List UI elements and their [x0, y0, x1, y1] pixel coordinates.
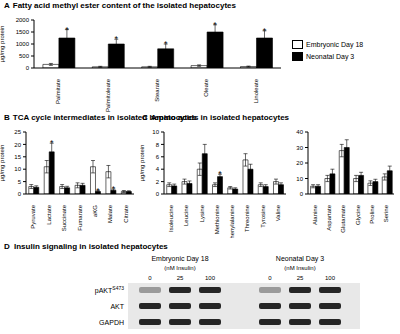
svg-text:1500: 1500: [16, 29, 30, 35]
svg-text:Oleate: Oleate: [203, 78, 209, 96]
svg-text:25: 25: [177, 275, 184, 281]
svg-text:Lactate: Lactate: [46, 204, 52, 224]
svg-text:10: 10: [296, 176, 303, 182]
svg-text:Valine: Valine: [275, 204, 281, 221]
svg-text:*: *: [96, 186, 100, 196]
svg-text:GAPDH: GAPDH: [99, 319, 124, 326]
svg-text:Glutamate: Glutamate: [340, 204, 346, 232]
svg-text:Citrate: Citrate: [123, 204, 129, 222]
svg-text:Lysine: Lysine: [199, 204, 205, 222]
svg-text:30: 30: [296, 145, 303, 151]
svg-text:6: 6: [156, 154, 160, 160]
svg-text:*: *: [65, 25, 69, 35]
svg-text:Methionine: Methionine: [214, 204, 220, 234]
html-text:C Amino acids in isolated hepa: C Amino acids in isolated hepatocytes: [142, 113, 289, 122]
svg-text:Stearate: Stearate: [154, 78, 160, 101]
svg-text:15: 15: [14, 154, 21, 160]
svg-text:Aspartate: Aspartate: [326, 204, 332, 230]
svg-text:Leucine: Leucine: [183, 204, 189, 226]
svg-text:0: 0: [18, 191, 22, 197]
svg-text:Glycine: Glycine: [355, 204, 361, 225]
svg-text:Threonine: Threonine: [244, 204, 250, 232]
svg-text:Alanine: Alanine: [312, 204, 318, 225]
svg-text:25: 25: [14, 129, 21, 135]
svg-text:2000: 2000: [16, 17, 30, 23]
svg-text:*: *: [164, 39, 168, 49]
svg-text:0: 0: [300, 191, 304, 197]
svg-text:Embryonic Day 18: Embryonic Day 18: [151, 255, 208, 263]
svg-text:AKT: AKT: [110, 303, 124, 310]
svg-text:0: 0: [26, 65, 30, 71]
svg-text:Proline: Proline: [369, 204, 375, 223]
svg-text:(nM Insulin): (nM Insulin): [284, 265, 315, 271]
svg-text:Phenylalanine: Phenylalanine: [229, 204, 235, 238]
svg-text:0: 0: [156, 191, 160, 197]
svg-text:25: 25: [297, 275, 304, 281]
svg-text:10: 10: [152, 129, 159, 135]
svg-text:*: *: [115, 34, 119, 44]
svg-text:Serine: Serine: [383, 204, 389, 222]
svg-text:1000: 1000: [16, 41, 30, 47]
html-text:A Fatty acid methyl ester cont: A Fatty acid methyl ester content of the…: [4, 1, 236, 10]
svg-text:Malate: Malate: [107, 204, 113, 223]
svg-text:Palmitate: Palmitate: [55, 78, 61, 104]
svg-text:*: *: [112, 184, 116, 194]
svg-text:*: *: [213, 20, 217, 30]
svg-text:*: *: [218, 169, 222, 179]
html-text:Neonatal Day 3: Neonatal Day 3: [306, 53, 355, 60]
svg-text:D: D: [8, 242, 10, 251]
svg-text:100: 100: [205, 275, 216, 281]
svg-text:Linoleate: Linoleate: [253, 78, 259, 103]
svg-text:*: *: [50, 138, 54, 148]
svg-text:8: 8: [156, 142, 160, 148]
svg-text:Neonatal Day 3: Neonatal Day 3: [276, 255, 324, 263]
svg-text:0: 0: [148, 275, 152, 281]
svg-text:Isoleucine: Isoleucine: [168, 204, 174, 232]
svg-text:pAKTS473: pAKTS473: [95, 285, 124, 295]
svg-text:Succinate: Succinate: [61, 204, 67, 231]
svg-text:20: 20: [14, 142, 21, 148]
svg-text:10: 10: [14, 166, 21, 172]
svg-text:Fumarate: Fumarate: [77, 204, 83, 230]
svg-text:20: 20: [296, 160, 303, 166]
svg-text:aKG: aKG: [92, 205, 98, 217]
svg-text:40: 40: [296, 129, 303, 135]
svg-text:Palmitoleate: Palmitoleate: [105, 78, 111, 112]
svg-text:*: *: [263, 26, 267, 36]
svg-text:0: 0: [268, 275, 272, 281]
svg-text:Insulin signaling in isolated: Insulin signaling in isolated hepatocyte…: [14, 242, 168, 251]
svg-text:500: 500: [19, 53, 30, 59]
svg-text:(nM Insulin): (nM Insulin): [164, 265, 195, 271]
svg-text:Pyruvate: Pyruvate: [30, 204, 36, 228]
svg-text:2: 2: [156, 179, 160, 185]
html-text:B TCA cycle intermediates in i: B TCA cycle intermediates in isolated he…: [4, 113, 197, 122]
svg-text:Tyrosine: Tyrosine: [260, 204, 266, 227]
html-text:Embryonic Day 18: Embryonic Day 18: [306, 41, 364, 48]
svg-text:4: 4: [156, 166, 160, 172]
svg-text:μg/mg protein: μg/mg protein: [140, 145, 145, 182]
svg-text:100: 100: [325, 275, 336, 281]
svg-text:5: 5: [18, 179, 22, 185]
